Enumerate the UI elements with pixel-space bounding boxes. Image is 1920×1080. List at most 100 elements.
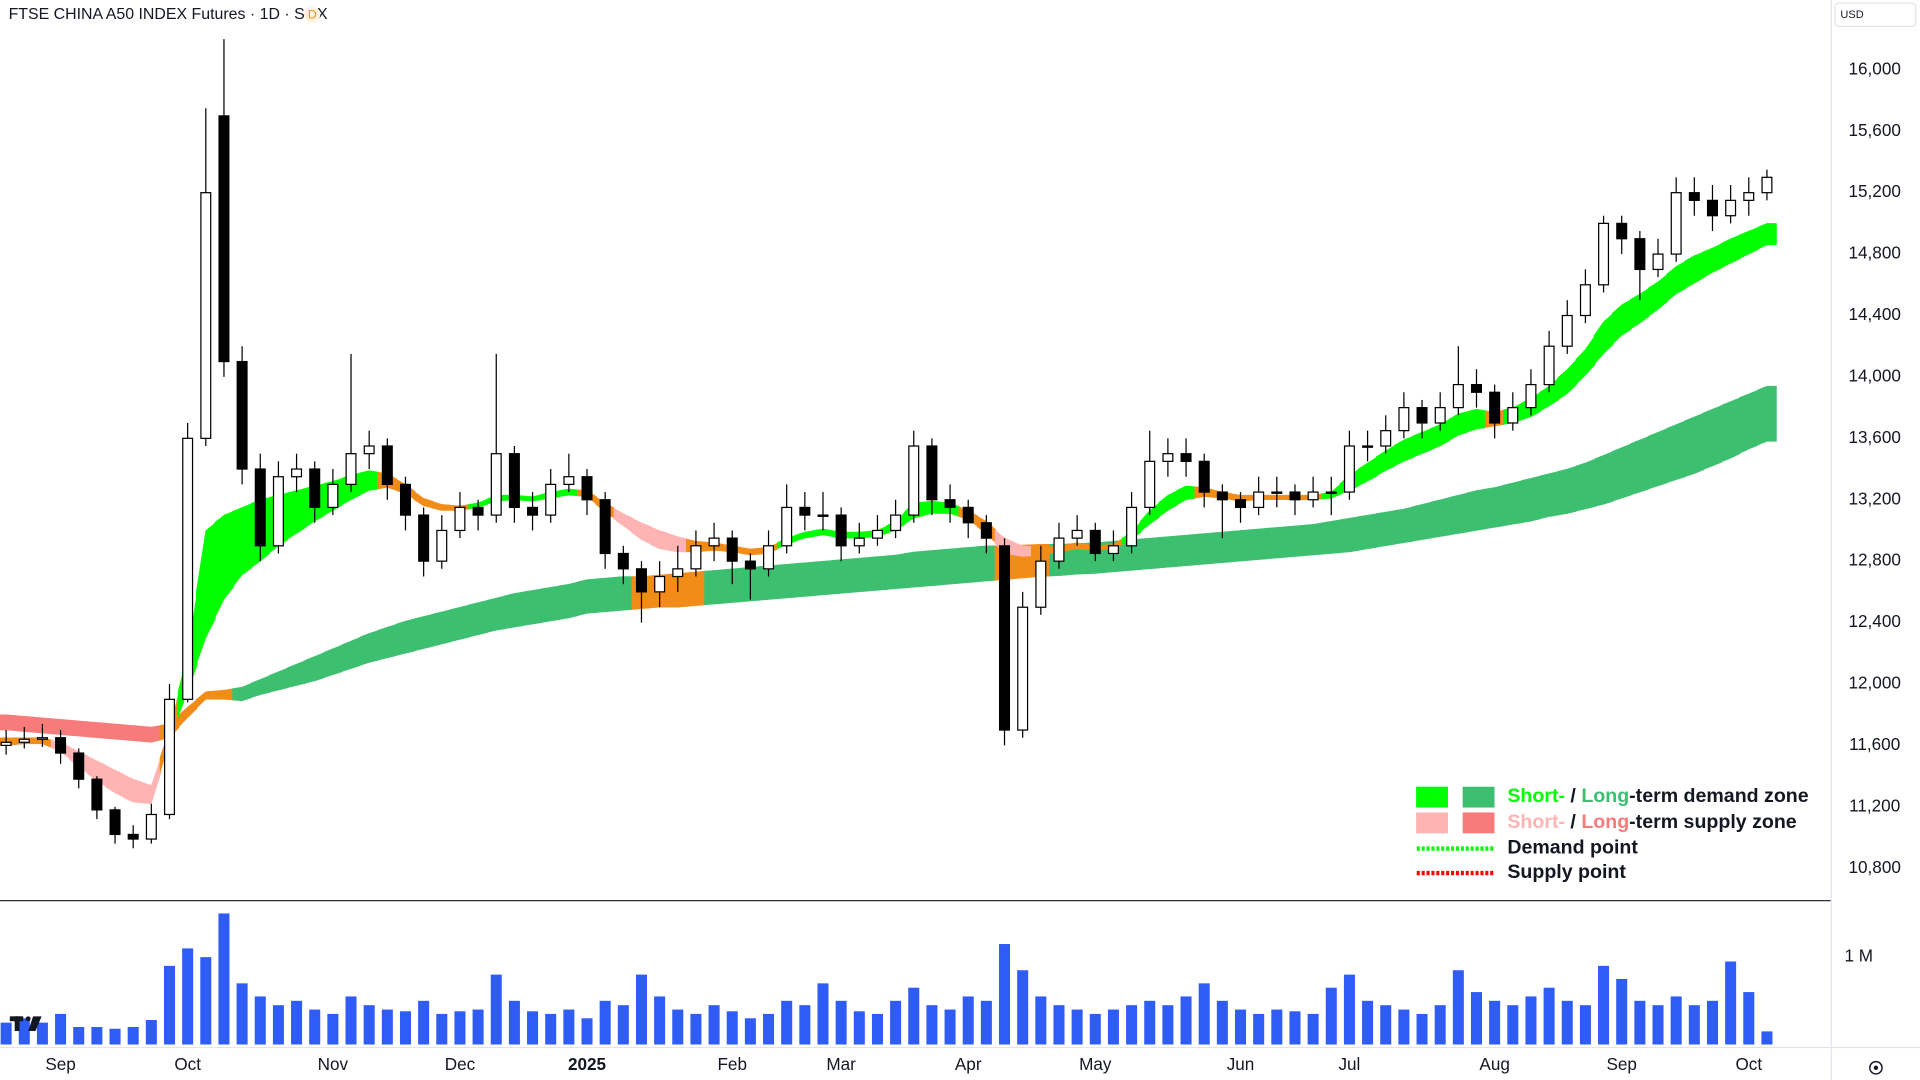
y-tick-label: 13,200 xyxy=(1848,488,1900,508)
volume-bar xyxy=(1289,1011,1301,1045)
volume-bar xyxy=(926,1005,938,1045)
legend-swatch xyxy=(1416,786,1448,808)
candle-body xyxy=(1162,453,1174,462)
volume-bar xyxy=(1162,1005,1174,1045)
candle-body xyxy=(1470,383,1483,393)
candle-body xyxy=(1416,407,1428,424)
candle-body xyxy=(490,453,502,516)
zone-segment xyxy=(813,560,833,596)
candle-body xyxy=(835,514,847,547)
volume-bar xyxy=(1180,996,1192,1045)
candle-body xyxy=(1616,222,1628,240)
candle-body xyxy=(1126,506,1138,547)
volume-bar xyxy=(381,1009,393,1045)
zone-segment xyxy=(577,578,597,616)
zone-segment xyxy=(214,510,234,619)
zone-segment xyxy=(1666,420,1686,484)
y-tick-label: 15,200 xyxy=(1848,181,1900,201)
volume-bar xyxy=(545,1013,557,1045)
zone-segment xyxy=(413,613,434,652)
zone-segment xyxy=(1521,475,1541,524)
volume-bar xyxy=(1053,1005,1065,1045)
zone-segment xyxy=(1139,537,1160,570)
y-tick-label: 12,000 xyxy=(1848,673,1900,693)
volume-bar xyxy=(708,1005,720,1045)
zone-segment xyxy=(1611,443,1632,502)
candle-body xyxy=(908,445,920,516)
legend-swatch xyxy=(1462,812,1495,834)
candle-body xyxy=(1071,529,1083,539)
candle-body xyxy=(182,437,194,700)
candle-body xyxy=(1362,445,1374,448)
volume-bar xyxy=(1253,1013,1265,1045)
tradingview-logo[interactable] xyxy=(9,1016,42,1032)
zone-segment xyxy=(1321,519,1342,555)
volume-bar xyxy=(508,1000,520,1045)
zone-segment xyxy=(1394,506,1414,545)
zone-segment xyxy=(704,569,724,606)
volume-bar xyxy=(1725,961,1737,1045)
zone-segment xyxy=(1267,526,1287,560)
icon-part xyxy=(1873,1065,1879,1070)
volume-bar xyxy=(1525,996,1537,1045)
volume-bar xyxy=(1652,1005,1664,1045)
currency[interactable]: USD xyxy=(1840,9,1863,21)
candle-body xyxy=(781,506,793,547)
volume-bar xyxy=(763,1013,775,1045)
candle-body xyxy=(472,506,484,516)
x-tick-label: Sep xyxy=(45,1054,75,1074)
settings-icon[interactable] xyxy=(1869,1060,1883,1075)
candle-body xyxy=(1017,606,1029,731)
candle-body xyxy=(1725,199,1737,217)
candle-body xyxy=(381,445,393,486)
zone-segment xyxy=(1194,532,1215,566)
zone-segment xyxy=(1575,458,1596,512)
volume-bar xyxy=(1452,970,1464,1045)
zone-segment xyxy=(468,599,488,638)
candle-body xyxy=(345,453,357,486)
candle-body xyxy=(218,115,230,363)
candle-body xyxy=(744,560,756,570)
candle-body xyxy=(508,453,520,509)
zone-segment xyxy=(1557,465,1578,516)
zone-segment xyxy=(776,563,797,600)
candle-body xyxy=(1380,430,1392,447)
candle-body xyxy=(1234,499,1247,509)
x-tick-label: Nov xyxy=(318,1054,349,1074)
zone-segment xyxy=(1720,234,1741,269)
y-tick-label: 14,000 xyxy=(1848,365,1900,385)
zone-segment xyxy=(141,757,162,804)
candle-body xyxy=(944,499,956,509)
volume-bar xyxy=(1362,1000,1374,1045)
volume-bar xyxy=(599,1000,611,1045)
zone-segment xyxy=(831,558,851,595)
candle-body xyxy=(1543,345,1555,386)
volume-bar xyxy=(236,983,248,1045)
volume-bar xyxy=(254,996,266,1045)
candle-body xyxy=(617,552,629,570)
candle-body xyxy=(1271,491,1283,494)
legend-text: / xyxy=(1565,785,1581,807)
candle-body xyxy=(291,468,303,478)
legend-text: Supply point xyxy=(1507,861,1626,883)
x-tick-label: Feb xyxy=(717,1054,747,1074)
y-tick-label: 15,600 xyxy=(1848,120,1900,140)
volume-bar xyxy=(309,1009,321,1045)
volume-bar xyxy=(1380,1005,1392,1045)
zone-segment xyxy=(1502,480,1523,527)
zone-segment xyxy=(522,588,543,626)
candle-body xyxy=(1107,545,1119,555)
volume-bar xyxy=(1017,970,1029,1045)
x-tick-label: Apr xyxy=(955,1054,982,1074)
candle-body xyxy=(418,514,430,562)
zone-segment xyxy=(1357,513,1378,551)
volume-bar xyxy=(363,1005,375,1045)
y-tick-label: 14,400 xyxy=(1848,304,1900,324)
legend-text: -term supply zone xyxy=(1629,811,1797,833)
volume-bar xyxy=(1398,1009,1410,1045)
legend-swatch xyxy=(1416,812,1448,834)
zone-segment xyxy=(232,682,252,702)
volume-bar xyxy=(345,996,357,1045)
currency-box[interactable] xyxy=(1834,2,1917,27)
